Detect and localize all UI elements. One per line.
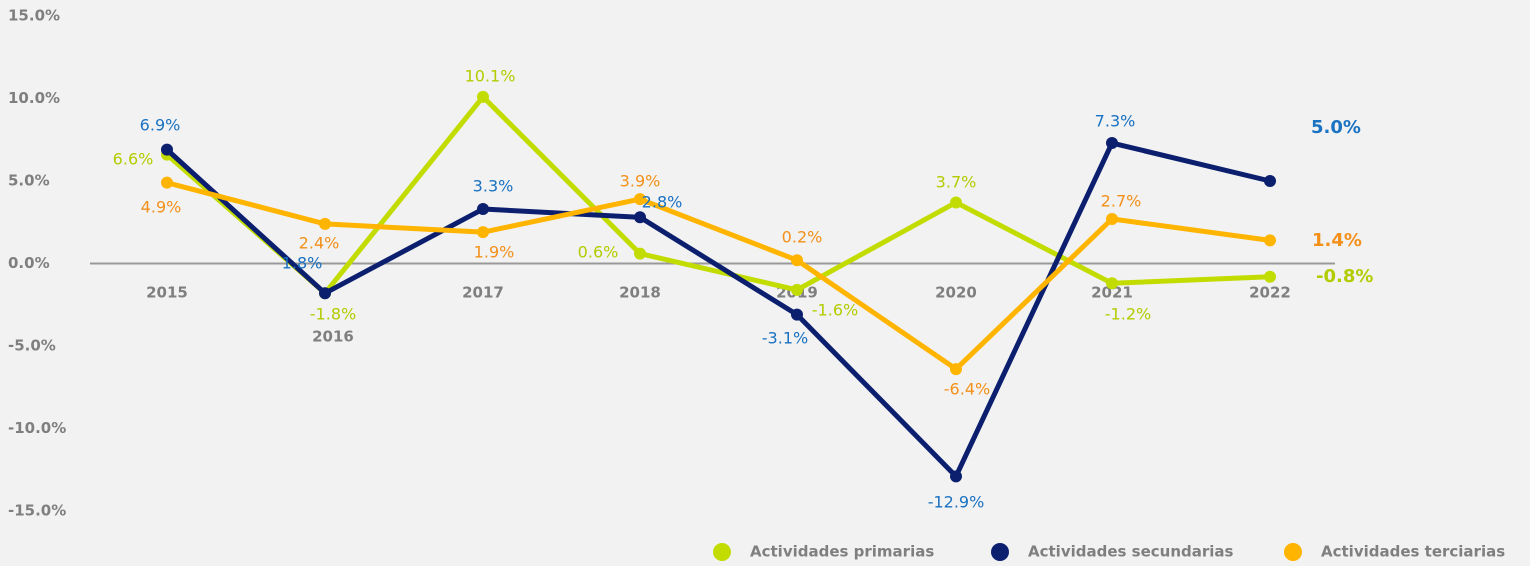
- legend-label: Actividades secundarias: [1028, 543, 1234, 561]
- data-label: 1.8%: [282, 254, 323, 273]
- point: [950, 470, 962, 483]
- y-tick-label: -15.0%: [8, 502, 66, 520]
- point: [1264, 175, 1276, 187]
- data-label: -1.2%: [1105, 305, 1151, 324]
- point: [634, 211, 646, 224]
- series-line: [166, 180, 1271, 372]
- data-label: 0.6%: [578, 243, 619, 262]
- point: [634, 247, 646, 260]
- data-label: -12.9%: [928, 493, 985, 512]
- x-tick-label: 2016: [312, 328, 354, 346]
- point: [791, 283, 803, 296]
- y-tick-label: 15.0%: [8, 7, 60, 25]
- y-tick-label: -5.0%: [8, 337, 56, 355]
- data-label: 1.4%: [1312, 230, 1362, 251]
- data-label: 3.9%: [620, 172, 661, 191]
- data-label: 7.3%: [1095, 112, 1136, 131]
- x-tick-label: 2018: [619, 284, 661, 302]
- data-label: 2.8%: [642, 193, 683, 212]
- point: [477, 203, 489, 216]
- data-label: -1.6%: [812, 301, 858, 320]
- point: [1106, 137, 1118, 150]
- data-label: -6.4%: [944, 380, 990, 399]
- point: [791, 254, 803, 267]
- data-label: -0.8%: [1316, 266, 1373, 287]
- data-label: -3.1%: [762, 329, 808, 348]
- data-label: -1.8%: [310, 305, 356, 324]
- data-label: 10.1%: [465, 67, 516, 86]
- legend-dot: [1284, 543, 1302, 561]
- point: [319, 287, 331, 300]
- data-label: 0.2%: [782, 228, 823, 247]
- point: [1264, 234, 1276, 247]
- point: [161, 176, 173, 189]
- x-tick-label: 2020: [935, 284, 977, 302]
- series-line: [165, 140, 1271, 479]
- point: [791, 308, 803, 321]
- point: [950, 196, 962, 209]
- data-label: 1.9%: [474, 243, 515, 262]
- point: [319, 217, 331, 230]
- x-tick-label: 2015: [146, 284, 188, 302]
- point: [1106, 212, 1118, 225]
- data-label: 5.0%: [1311, 117, 1361, 138]
- data-label: 3.7%: [936, 173, 977, 192]
- x-tick-label: 2017: [462, 284, 504, 302]
- point: [161, 143, 173, 156]
- legend-label: Actividades primarias: [750, 543, 934, 561]
- y-tick-label: -10.0%: [8, 419, 66, 437]
- point: [477, 226, 489, 239]
- legend-dot: [991, 543, 1009, 561]
- legend-label: Actividades terciarias: [1321, 543, 1505, 561]
- point: [634, 193, 646, 206]
- point: [1264, 270, 1276, 283]
- series-line: [165, 94, 1271, 296]
- x-tick-label: 2022: [1249, 284, 1291, 302]
- y-tick-label: 10.0%: [8, 89, 60, 107]
- data-label: 4.9%: [141, 198, 182, 217]
- data-label: 2.4%: [299, 234, 340, 253]
- point: [477, 90, 489, 103]
- x-tick-label: 2021: [1091, 284, 1133, 302]
- data-label: 6.9%: [140, 116, 181, 135]
- data-label: 6.6%: [113, 150, 154, 169]
- y-tick-label: 5.0%: [8, 172, 50, 190]
- legend-dot: [713, 543, 731, 561]
- point: [1106, 277, 1118, 290]
- point: [950, 363, 962, 376]
- data-label: 2.7%: [1101, 192, 1142, 211]
- data-label: 3.3%: [473, 177, 514, 196]
- y-tick-label: 0.0%: [8, 254, 50, 272]
